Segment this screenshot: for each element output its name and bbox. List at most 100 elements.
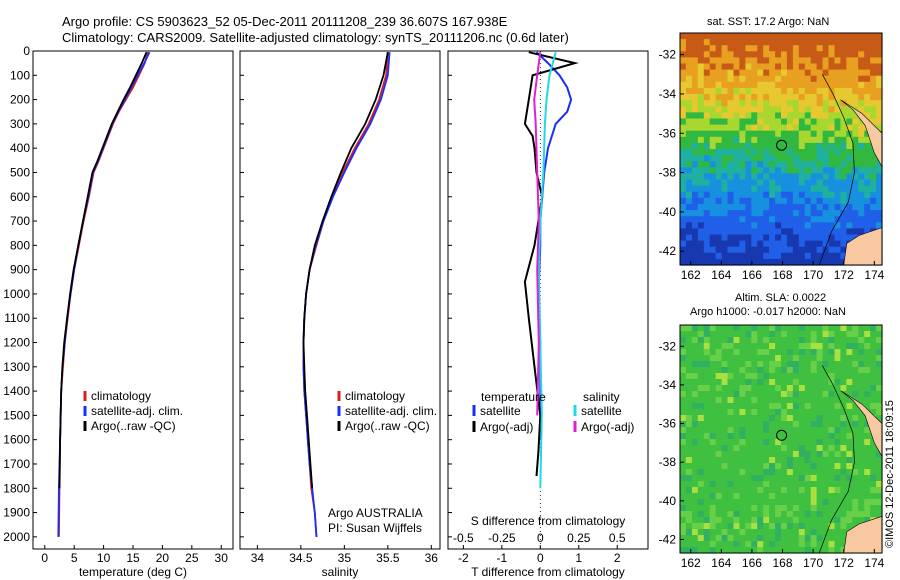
- map-cell: [745, 469, 752, 476]
- x-tick-label: 2: [614, 551, 621, 565]
- map-cell: [834, 130, 841, 138]
- map-cell: [816, 451, 824, 458]
- map-cell: [727, 361, 734, 368]
- map-cell: [781, 57, 788, 65]
- map-cell: [733, 373, 740, 380]
- map-lat-tick-label: -42: [659, 244, 677, 258]
- map-cell: [709, 45, 717, 52]
- map-cell: [709, 481, 717, 488]
- map-cell: [769, 433, 776, 440]
- map-cell: [840, 203, 847, 211]
- sla-map-title-line2: Argo h1000: -0.017 h2000: NaN: [690, 306, 846, 318]
- map-cell: [864, 155, 871, 162]
- map-cell: [852, 173, 859, 181]
- map-cell: [804, 469, 812, 476]
- map-cell: [715, 142, 723, 150]
- map-cell: [792, 167, 800, 174]
- s-diff-tick-label: 0.5: [609, 531, 626, 545]
- map-cell: [804, 222, 812, 229]
- map-cell: [816, 535, 824, 542]
- map-cell: [685, 57, 693, 65]
- map-cell: [786, 499, 794, 506]
- map-cell: [858, 391, 865, 398]
- map-cell: [685, 167, 693, 174]
- map-cell: [781, 69, 788, 77]
- map-cell: [846, 337, 853, 344]
- map-cell: [876, 45, 883, 52]
- map-cell: [709, 415, 717, 422]
- map-cell: [709, 373, 717, 380]
- map-cell: [834, 167, 841, 174]
- map-cell: [792, 222, 800, 229]
- map-cell: [810, 409, 818, 416]
- map-cell: [680, 349, 687, 356]
- map-cell: [739, 409, 746, 416]
- map-cell: [828, 403, 835, 410]
- map-cell: [685, 379, 693, 386]
- map-cell: [751, 505, 758, 512]
- map-lon-tick-label: 170: [803, 556, 823, 570]
- x-tick-label: 5: [71, 551, 78, 565]
- map-cell: [721, 511, 729, 518]
- map-cell: [709, 234, 717, 242]
- map-cell: [757, 331, 764, 338]
- map-cell: [715, 343, 723, 350]
- map-cell: [858, 325, 865, 332]
- map-cell: [745, 403, 752, 410]
- map-cell: [840, 523, 847, 530]
- map-cell: [709, 475, 717, 482]
- map-cell: [804, 112, 812, 120]
- map-cell: [751, 136, 758, 144]
- map-cell: [715, 258, 723, 266]
- map-cell: [798, 45, 806, 52]
- map-cell: [876, 167, 883, 174]
- map-cell: [870, 63, 877, 71]
- map-cell: [852, 469, 859, 476]
- map-cell: [769, 451, 776, 458]
- map-cell: [876, 493, 883, 500]
- map-cell: [792, 228, 800, 236]
- map-cell: [751, 415, 758, 422]
- map-cell: [733, 216, 740, 223]
- map-cell: [751, 343, 758, 350]
- map-cell: [810, 252, 818, 260]
- map-cell: [697, 505, 705, 512]
- map-cell: [727, 349, 734, 356]
- depth-tick-label: 1000: [3, 287, 30, 301]
- map-cell: [822, 167, 830, 174]
- map-cell: [685, 487, 693, 494]
- map-cell: [733, 457, 740, 464]
- map-cell: [745, 325, 752, 332]
- map-cell: [792, 124, 800, 132]
- map-cell: [697, 421, 705, 428]
- map-cell: [864, 349, 871, 356]
- map-cell: [876, 373, 883, 380]
- map-cell: [781, 511, 788, 518]
- map-cell: [786, 511, 794, 518]
- map-cell: [721, 487, 729, 494]
- map-cell: [822, 228, 830, 236]
- map-cell: [810, 197, 818, 205]
- map-cell: [703, 69, 711, 77]
- map-cell: [816, 439, 824, 446]
- map-cell: [680, 130, 687, 138]
- map-cell: [786, 173, 794, 181]
- map-cell: [864, 493, 871, 500]
- map-cell: [727, 403, 734, 410]
- map-cell: [775, 505, 782, 512]
- map-cell: [763, 100, 770, 107]
- map-cell: [876, 210, 883, 217]
- map-cell: [751, 222, 758, 229]
- map-cell: [691, 161, 699, 168]
- map-cell: [816, 51, 824, 58]
- map-cell: [745, 475, 752, 482]
- legend-entry: satellite: [480, 404, 521, 418]
- map-cell: [864, 222, 871, 229]
- map-cell: [876, 39, 883, 46]
- map-cell: [798, 355, 806, 362]
- map-cell: [804, 487, 812, 494]
- map-cell: [786, 81, 794, 89]
- map-cell: [745, 210, 752, 217]
- map-cell: [709, 499, 717, 506]
- map-cell: [858, 191, 865, 199]
